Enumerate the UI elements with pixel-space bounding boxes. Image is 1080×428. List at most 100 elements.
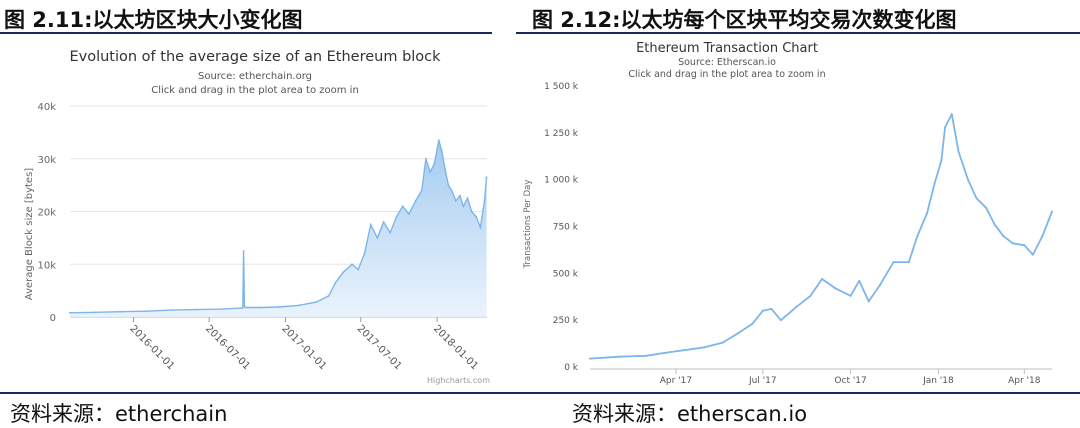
x-tick-label: 2018-01-01	[431, 323, 480, 372]
data-point	[462, 205, 465, 208]
data-point	[967, 178, 969, 181]
data-point	[761, 309, 764, 312]
x-tick-label: Apr '17	[660, 376, 692, 386]
data-point	[433, 163, 436, 165]
y-axis-label: Transactions Per Day	[523, 180, 533, 270]
chart-credit: Highcharts.com	[427, 376, 490, 385]
chart-subtitle-hint: Click and drag in the plot area to zoom …	[151, 85, 359, 96]
transaction-chart-panel: Ethereum Transaction Chart Source: Ether…	[520, 34, 1080, 390]
data-point	[440, 149, 443, 152]
x-tick-label: 2017-07-01	[355, 323, 404, 372]
data-point	[721, 341, 724, 344]
x-tick-label: Jan '18	[922, 376, 954, 386]
data-point	[259, 306, 262, 309]
y-tick-label: 0	[50, 313, 56, 324]
data-point	[957, 150, 960, 153]
series-area-fill	[70, 140, 487, 317]
data-point	[475, 215, 478, 218]
y-tick-label: 500 k	[553, 269, 579, 279]
y-tick-label: 0 k	[564, 363, 579, 373]
data-point	[1031, 253, 1034, 256]
data-point	[94, 311, 97, 314]
data-point	[244, 306, 247, 309]
data-point	[170, 309, 173, 312]
x-tick-label: Jul '17	[748, 376, 777, 386]
source-note-left: 资料来源：etherchain	[10, 402, 228, 426]
data-point	[975, 197, 978, 200]
x-tick-label: 2016-07-01	[203, 323, 252, 372]
data-point	[221, 308, 223, 310]
y-tick-label: 1 500 k	[544, 82, 579, 92]
data-point	[485, 176, 488, 179]
data-point	[376, 236, 379, 239]
data-point	[297, 304, 300, 307]
data-point	[795, 306, 798, 309]
y-tick-label: 10k	[37, 260, 56, 271]
source-note-right: 资料来源：etherscan.io	[572, 402, 808, 426]
data-point	[703, 346, 706, 349]
data-point	[429, 171, 431, 173]
data-point	[1011, 242, 1014, 245]
data-point	[395, 215, 398, 218]
data-point	[408, 213, 410, 216]
data-point	[414, 200, 417, 202]
data-point	[858, 279, 861, 282]
data-point	[351, 263, 353, 266]
transaction-chart[interactable]: Ethereum Transaction Chart Source: Ether…	[520, 34, 1080, 390]
data-point	[589, 357, 591, 360]
data-point	[145, 310, 148, 313]
data-point	[454, 200, 457, 202]
data-point	[1002, 234, 1005, 237]
data-point	[663, 351, 666, 354]
data-point	[450, 189, 453, 192]
figure-label-left: 图 2.11:以太坊区块大小变化图	[4, 8, 303, 32]
data-point	[779, 319, 782, 322]
y-tick-label: 1 000 k	[544, 176, 579, 186]
data-point	[925, 212, 928, 215]
data-point	[369, 223, 372, 226]
data-point	[940, 159, 943, 162]
chart-subtitle: Source: Etherscan.io	[678, 57, 776, 68]
y-axis-label: Average Block size [bytes]	[24, 168, 35, 300]
data-point	[327, 295, 330, 297]
x-tick-label: 2017-01-01	[279, 323, 328, 372]
data-point	[382, 221, 385, 223]
data-point	[342, 271, 345, 274]
data-point	[243, 305, 246, 308]
data-point	[425, 157, 427, 160]
data-point	[867, 300, 870, 303]
data-point	[683, 349, 686, 352]
data-point	[314, 301, 317, 304]
data-point	[277, 306, 280, 308]
data-point	[69, 311, 71, 314]
data-point	[119, 310, 122, 313]
data-point	[834, 287, 837, 290]
data-point	[618, 355, 621, 358]
data-point	[479, 226, 482, 229]
data-point	[907, 261, 910, 264]
data-point	[916, 234, 919, 237]
data-point	[770, 307, 773, 310]
data-point	[334, 281, 337, 284]
data-point	[447, 184, 450, 187]
chart-title: Ethereum Transaction Chart	[636, 41, 818, 56]
data-point	[879, 283, 882, 286]
data-point	[933, 182, 936, 185]
x-tick-label: 2016-01-01	[127, 323, 176, 372]
data-point	[993, 223, 996, 226]
y-tick-label: 20k	[37, 208, 56, 219]
y-tick-label: 30k	[37, 155, 56, 166]
data-point	[1023, 244, 1026, 247]
data-point	[751, 322, 754, 325]
block-size-chart-panel: Evolution of the average size of an Ethe…	[0, 34, 510, 390]
data-point	[809, 294, 812, 297]
data-point	[459, 194, 461, 197]
chart-title: Evolution of the average size of an Ethe…	[69, 49, 441, 65]
data-point	[444, 168, 446, 171]
chart-subtitle-hint: Click and drag in the plot area to zoom …	[628, 69, 825, 80]
block-size-chart[interactable]: Evolution of the average size of an Ethe…	[0, 34, 510, 390]
data-point	[437, 139, 440, 142]
y-tick-label: 250 k	[553, 316, 579, 326]
data-point	[1041, 234, 1044, 237]
chart-subtitle: Source: etherchain.org	[198, 71, 312, 82]
